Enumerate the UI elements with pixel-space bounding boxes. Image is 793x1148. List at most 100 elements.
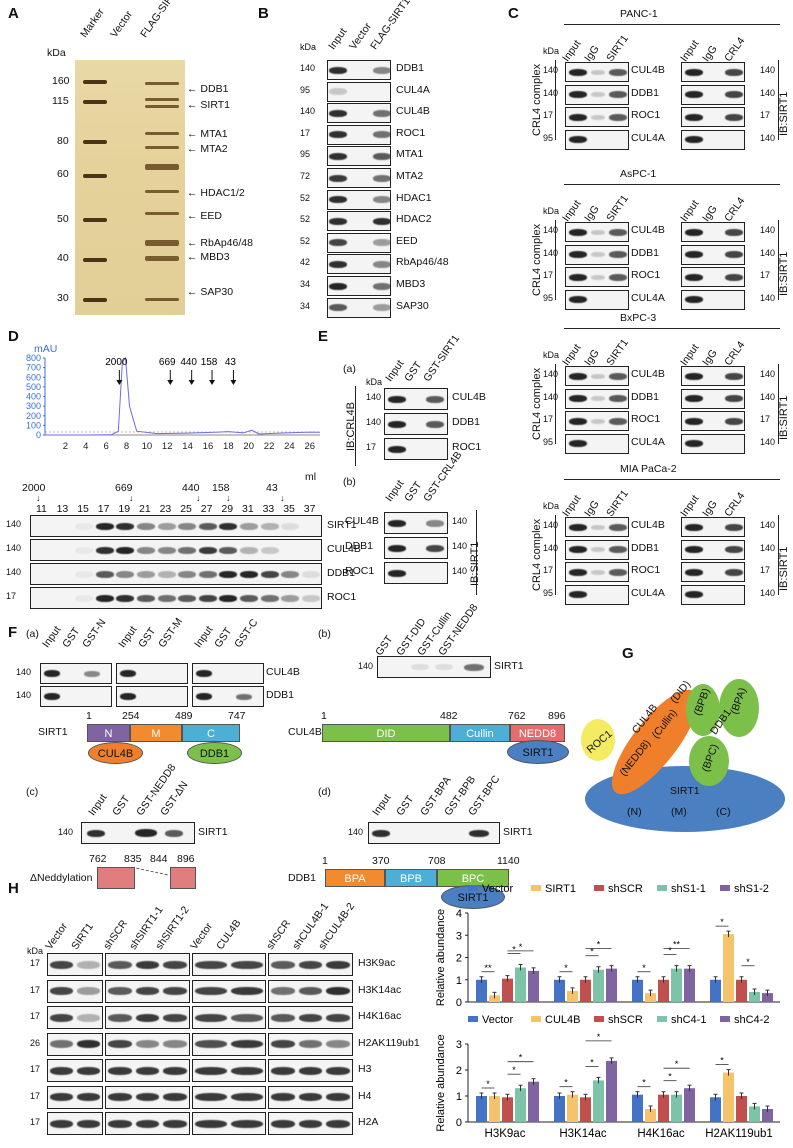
mw-marker: 140 <box>543 247 559 258</box>
band <box>196 670 212 677</box>
y-tick-label: 2 <box>456 953 462 965</box>
mw-marker: 80 <box>57 135 69 147</box>
lane-label: Input <box>560 492 584 519</box>
arrow-left-icon: ← <box>187 128 201 140</box>
band <box>298 987 323 995</box>
sub-label: (a) <box>343 363 356 375</box>
blot-strip <box>681 267 745 287</box>
band <box>569 228 587 236</box>
ib-label: IB:SIRT1 <box>778 91 790 136</box>
mw-marker: 17 <box>760 414 771 424</box>
blot-strip <box>681 62 745 82</box>
band-annotation: ← MBD3 <box>187 251 230 263</box>
blot-strip <box>565 539 629 560</box>
band <box>685 273 703 281</box>
band <box>195 1093 227 1101</box>
blot-strip <box>192 953 266 976</box>
band <box>135 1040 160 1048</box>
sub-label: (a) <box>26 628 39 640</box>
significance-mark: * <box>590 1057 594 1067</box>
kda-label: kDa <box>27 946 44 956</box>
band <box>260 522 279 530</box>
band <box>591 92 605 97</box>
band <box>231 1119 263 1128</box>
band <box>435 664 453 670</box>
band <box>591 252 605 257</box>
band <box>685 251 703 258</box>
band <box>591 114 605 120</box>
complex-label: CRL4 complex <box>531 223 543 296</box>
legend-swatch <box>594 1016 604 1022</box>
arrow-down-icon: ↓ <box>36 493 41 503</box>
protein-label: DDB1 <box>266 689 295 701</box>
blot-strip <box>327 189 391 210</box>
cell-line-title: AsPC-1 <box>620 168 657 180</box>
arrow-left-icon: ← <box>187 187 201 199</box>
band <box>219 546 238 554</box>
protein-label: H4K16ac <box>358 1010 402 1022</box>
band <box>95 594 114 602</box>
position-label: 489 <box>175 710 193 722</box>
band <box>373 174 390 182</box>
band <box>326 960 350 969</box>
m-domain-label: (M) <box>671 806 687 818</box>
band <box>178 546 197 554</box>
blot-strip <box>268 1006 353 1029</box>
kda-label: kDa <box>366 377 383 387</box>
kda-label: kDa <box>543 501 560 511</box>
band <box>75 570 94 578</box>
complex-label: CRL4 complex <box>531 518 543 591</box>
lane-label: GST <box>394 793 417 818</box>
fraction-label: 19 <box>118 503 131 515</box>
band <box>77 1119 100 1128</box>
blot-strip <box>681 433 745 454</box>
protein-label: ROC1 <box>631 564 661 576</box>
lane-label: Input <box>192 623 216 650</box>
significance-mark: * <box>642 963 646 973</box>
blot-strip <box>384 512 448 534</box>
mw-marker: 17 <box>30 984 41 995</box>
mw-marker: 26 <box>30 1037 41 1048</box>
band <box>685 568 703 576</box>
y-tick-label: 3 <box>456 930 462 942</box>
band <box>609 91 627 98</box>
protein-label: SIRT1 <box>503 826 533 838</box>
band <box>725 228 743 236</box>
lane-label: Vector <box>43 920 71 952</box>
band <box>157 546 176 554</box>
band <box>95 522 114 530</box>
size-marker-label: 440 <box>182 482 200 494</box>
band-annotation: ← SIRT1 <box>187 99 230 111</box>
protein-label: CUL4A <box>631 291 665 304</box>
legend-swatch <box>657 1016 667 1022</box>
complex-label: CRL4 complex <box>531 367 543 440</box>
x-tick-label: 20 <box>243 441 254 452</box>
band <box>373 196 390 204</box>
protein-label: CUL4A <box>631 131 665 144</box>
blot-strip <box>565 107 629 127</box>
band <box>298 1013 323 1022</box>
deletion-label: ΔNeddylation <box>30 872 93 884</box>
blot-strip <box>30 515 322 537</box>
band <box>569 546 587 553</box>
bar <box>645 993 656 1002</box>
bracket-line <box>555 515 556 595</box>
blot-strip <box>565 411 629 431</box>
mw-marker: 140 <box>760 391 776 402</box>
blot-strip <box>268 1059 353 1082</box>
band <box>326 1093 350 1101</box>
blot-strip <box>681 562 745 582</box>
protein-label: H3K9ac <box>358 957 396 969</box>
bar <box>502 978 513 1002</box>
fraction-label: 13 <box>56 503 69 515</box>
mw-marker: 17 <box>300 127 311 138</box>
blot-strip <box>565 129 629 150</box>
band <box>685 591 703 598</box>
mw-marker: 160 <box>52 75 70 87</box>
band <box>609 568 627 576</box>
mw-marker: 17 <box>30 958 41 968</box>
blot-strip <box>327 60 391 80</box>
protein-label: ROC1 <box>631 269 661 281</box>
domain-did: DID <box>322 724 450 742</box>
